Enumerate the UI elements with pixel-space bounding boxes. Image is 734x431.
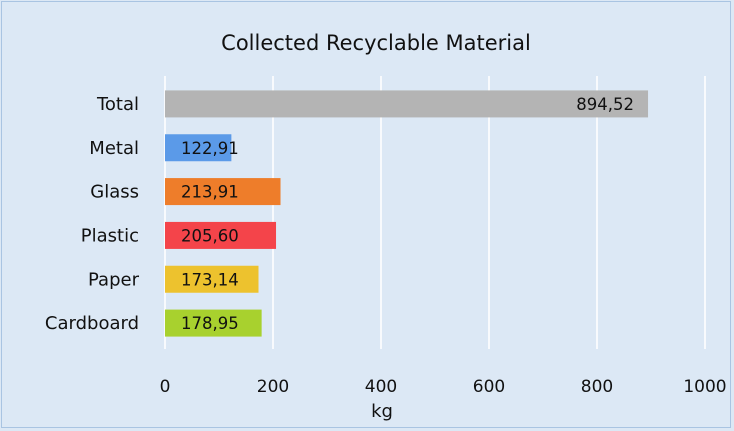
x-tick-label: 400: [365, 377, 397, 397]
bar-glass: [165, 178, 281, 206]
category-label-cardboard: Cardboard: [45, 313, 139, 334]
category-label-plastic: Plastic: [81, 225, 139, 246]
x-tick-label: 800: [581, 377, 613, 397]
data-label-total: 894,52: [576, 95, 634, 114]
bar-total: [165, 90, 649, 118]
data-label-cardboard: 178,95: [181, 314, 239, 333]
bar-metal: [165, 134, 232, 162]
data-label-plastic: 205,60: [181, 226, 239, 245]
data-label-glass: 213,91: [181, 183, 239, 202]
x-tick-label: 200: [257, 377, 289, 397]
chart-title: Collected Recyclable Material: [221, 31, 531, 55]
bar-cardboard: [165, 309, 262, 337]
bar-paper: [165, 265, 259, 293]
category-label-metal: Metal: [89, 138, 139, 159]
category-labels: Total Metal Glass Plastic Paper Cardboard: [45, 94, 140, 334]
bar-plastic: [165, 221, 277, 249]
gridlines: [164, 76, 706, 349]
data-label-paper: 173,14: [181, 270, 239, 289]
category-label-paper: Paper: [88, 269, 140, 290]
bars: 894,52 122,91 213,91 205,60 173,14 178,95: [165, 90, 649, 337]
data-label-metal: 122,91: [181, 139, 239, 158]
x-tick-label: 600: [473, 377, 505, 397]
x-tick-label: 1000: [683, 377, 726, 397]
x-tick-labels: 0 200 400 600 800 1000: [160, 377, 727, 397]
x-axis-title: kg: [371, 401, 393, 422]
category-label-glass: Glass: [90, 182, 139, 203]
x-tick-label: 0: [160, 377, 171, 397]
category-label-total: Total: [96, 94, 139, 115]
